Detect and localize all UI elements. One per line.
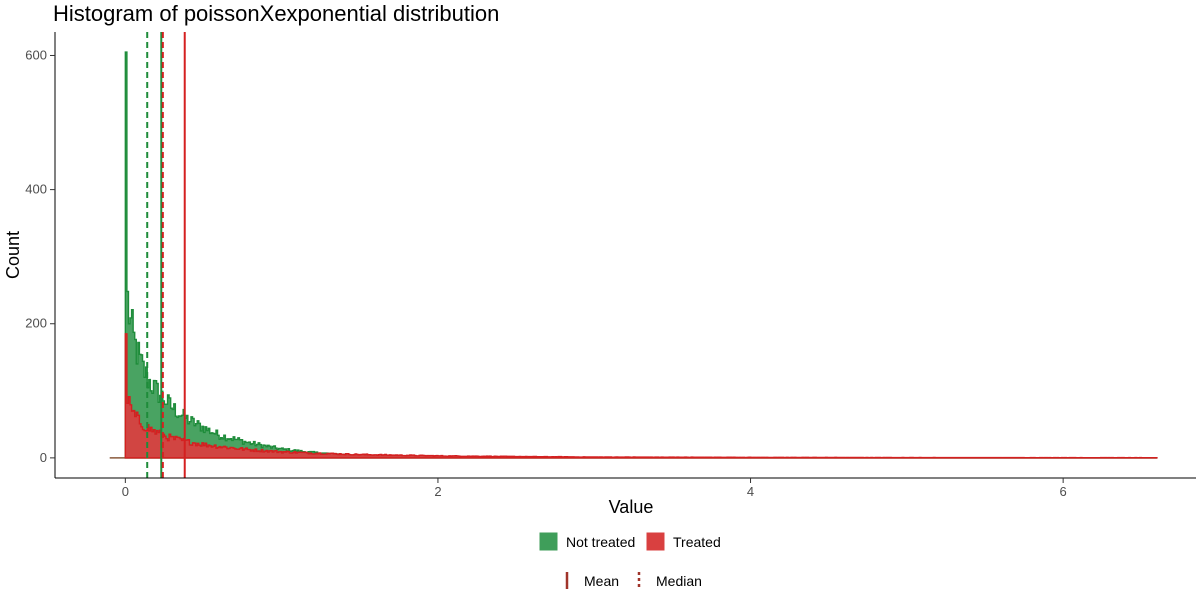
legend-label: Mean xyxy=(584,573,619,589)
legend-lines: Mean Median xyxy=(565,572,702,589)
legend-swatch-treated xyxy=(646,532,665,551)
y-tick-label: 600 xyxy=(25,47,47,62)
x-tick-label: 4 xyxy=(747,484,754,499)
legend-label: Treated xyxy=(673,534,721,550)
legend-label: Median xyxy=(656,573,702,589)
y-tick-label: 400 xyxy=(25,182,47,197)
histogram-not-treated xyxy=(124,51,1157,459)
x-axis-title: Value xyxy=(609,497,654,517)
legend-label: Not treated xyxy=(566,534,635,550)
legend-fill: Not treated Treated xyxy=(539,532,721,551)
x-tick-label: 0 xyxy=(122,484,129,499)
y-tick-label: 200 xyxy=(25,316,47,331)
chart-title: Histogram of poissonXexponential distrib… xyxy=(53,1,499,26)
x-tick-label: 2 xyxy=(434,484,441,499)
legend-swatch-not-treated xyxy=(539,532,558,551)
plot-area xyxy=(109,32,1158,478)
y-axis: 0 200 400 600 xyxy=(25,32,56,478)
x-tick-label: 6 xyxy=(1060,484,1067,499)
y-axis-title: Count xyxy=(3,231,23,279)
x-axis: 0 2 4 6 xyxy=(55,477,1196,499)
histogram-treated xyxy=(124,333,1158,459)
y-tick-label: 0 xyxy=(40,450,47,465)
